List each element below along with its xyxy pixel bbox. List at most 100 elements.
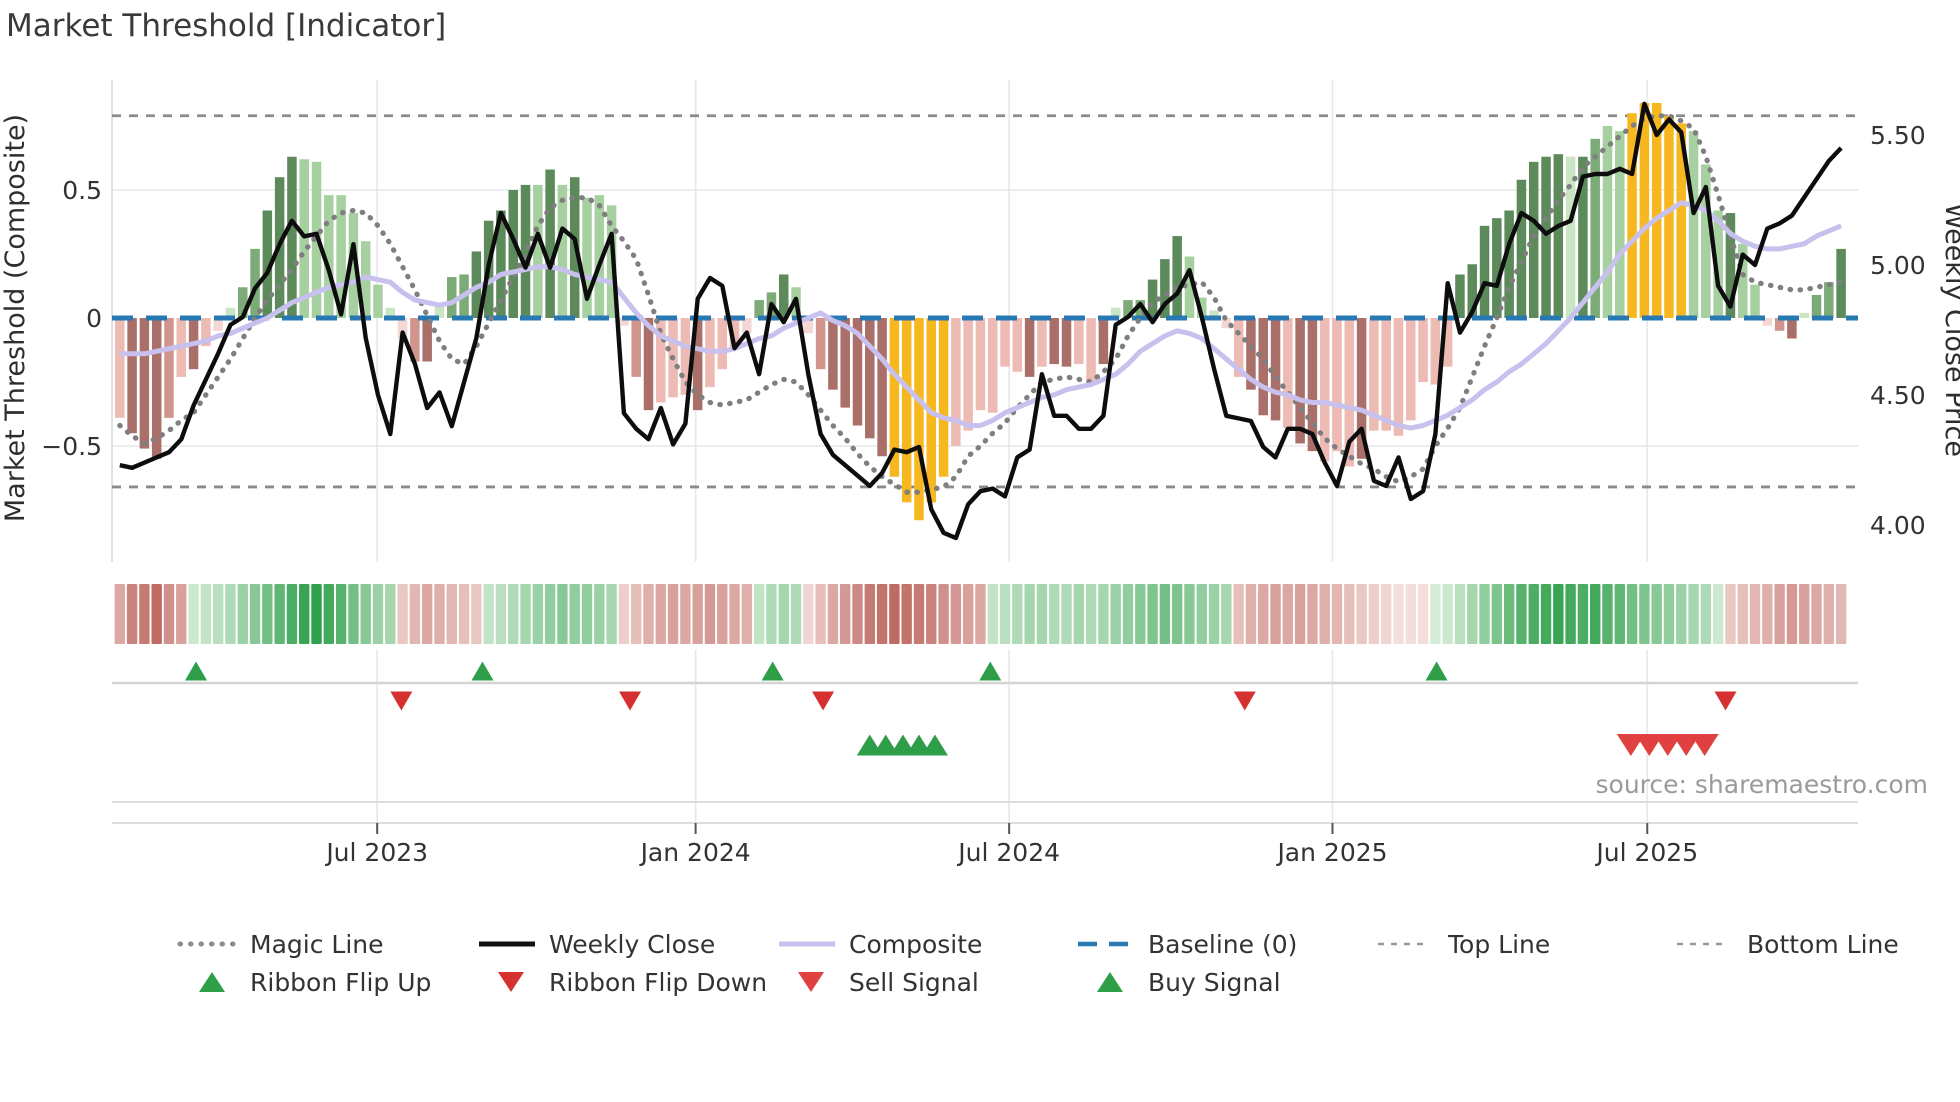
- ribbon-flip-up-marker: [979, 661, 1002, 681]
- threshold-bar: [828, 318, 838, 390]
- ribbon-cell: [790, 584, 802, 644]
- ribbon-flip-up-marker: [185, 661, 208, 681]
- threshold-bar: [151, 318, 162, 459]
- legend-label: Ribbon Flip Down: [549, 968, 767, 997]
- ribbon-cell: [815, 584, 826, 644]
- ribbon-cell: [1135, 584, 1146, 644]
- ribbon-cell: [840, 584, 851, 644]
- threshold-bar: [1762, 318, 1773, 326]
- legend-label: Baseline (0): [1148, 930, 1297, 959]
- ribbon-cell: [938, 584, 949, 644]
- threshold-bar: [1393, 318, 1404, 436]
- ribbon-cell: [1626, 584, 1638, 644]
- threshold-bar: [1221, 318, 1232, 329]
- page-title: Market Threshold [Indicator]: [6, 8, 446, 44]
- threshold-bar: [1258, 318, 1268, 416]
- ribbon-cell: [1393, 584, 1404, 644]
- ribbon-cell: [741, 584, 753, 644]
- threshold-bar: [582, 197, 592, 318]
- threshold-bar: [1787, 318, 1797, 339]
- threshold-bar: [397, 318, 408, 339]
- ribbon-cell: [692, 584, 703, 644]
- ribbon-cell: [1233, 584, 1244, 644]
- threshold-bar: [348, 213, 359, 318]
- ribbon-cell: [950, 584, 962, 644]
- threshold-bar: [1737, 243, 1748, 318]
- ribbon-flip-down-marker: [390, 691, 413, 711]
- ribbon-cell: [827, 584, 839, 644]
- ribbon-cell: [1024, 584, 1035, 644]
- threshold-bar: [975, 318, 986, 411]
- ribbon-flip-down-marker: [619, 691, 642, 711]
- ribbon-cell: [483, 584, 494, 644]
- threshold-bar: [1233, 318, 1244, 377]
- threshold-bar: [250, 248, 260, 318]
- threshold-bar: [1135, 300, 1146, 318]
- legend-label: Weekly Close: [549, 930, 715, 959]
- ribbon-cell: [1614, 584, 1625, 644]
- right-tick-label: 5.00: [1870, 251, 1926, 280]
- threshold-bar: [1442, 318, 1453, 367]
- threshold-bar: [127, 318, 137, 434]
- threshold-bar: [1000, 318, 1010, 367]
- ribbon-cell: [1700, 584, 1712, 644]
- threshold-bar: [1307, 318, 1318, 452]
- ribbon-cell: [557, 584, 568, 644]
- sell-signal-marker: [1635, 734, 1664, 756]
- threshold-bar: [889, 318, 900, 477]
- threshold-bar: [373, 284, 383, 318]
- threshold-bar: [1184, 256, 1195, 318]
- legend: Magic Line Weekly Close Composite Baseline …: [177, 930, 1899, 997]
- threshold-bar: [1098, 318, 1109, 365]
- threshold-bar: [1110, 307, 1121, 318]
- sell-signal-marker: [1672, 734, 1701, 756]
- threshold-bar: [1688, 131, 1699, 318]
- ribbon-cell: [1786, 584, 1798, 644]
- ribbon-cell: [1282, 584, 1294, 644]
- ribbon-cell: [1085, 584, 1097, 644]
- threshold-bar: [385, 307, 396, 318]
- threshold-bar: [1467, 264, 1477, 318]
- x-tick-label: Jul 2023: [324, 838, 428, 867]
- ribbon-cell: [508, 584, 519, 644]
- ribbon-cell: [1503, 584, 1515, 644]
- threshold-bar: [1651, 102, 1662, 319]
- composite-line: [119, 200, 1843, 431]
- ribbon-cell: [237, 584, 248, 644]
- threshold-bar: [778, 274, 789, 318]
- ribbon-cell: [1835, 584, 1847, 644]
- top-bottom-lines: [112, 114, 1858, 489]
- threshold-bar: [1725, 213, 1736, 318]
- threshold-bar: [680, 318, 691, 395]
- ribbon-cell: [852, 584, 863, 644]
- threshold-bar: [1811, 294, 1822, 318]
- right-tick-label: 4.50: [1870, 381, 1926, 410]
- ribbon-cell: [1774, 584, 1785, 644]
- threshold-bar: [434, 305, 445, 318]
- ribbon-cell: [1270, 584, 1281, 644]
- threshold-bar: [1590, 138, 1600, 318]
- threshold-bar: [717, 318, 728, 370]
- ribbon-cell: [458, 584, 470, 644]
- threshold-bar: [1319, 318, 1330, 462]
- ribbon-cell: [1110, 584, 1121, 644]
- ribbon-cell: [1688, 584, 1699, 644]
- ribbon-cell: [200, 584, 212, 644]
- ribbon-cell: [1184, 584, 1195, 644]
- ribbon-cell: [1565, 584, 1576, 644]
- threshold-bar: [987, 318, 998, 413]
- ribbon-cell: [753, 584, 765, 644]
- ribbon-cell: [126, 584, 138, 644]
- threshold-bar: [1516, 179, 1527, 318]
- threshold-bar: [1172, 236, 1182, 318]
- threshold-bar: [754, 300, 764, 318]
- ribbon-cell: [704, 584, 716, 644]
- ribbon-cell: [864, 584, 875, 644]
- ribbon-cell: [446, 584, 457, 644]
- threshold-bar: [1639, 102, 1650, 319]
- ribbon-cell: [1590, 584, 1601, 644]
- threshold-bar: [815, 318, 826, 370]
- ribbon-cell: [926, 584, 937, 644]
- threshold-bar: [1012, 318, 1023, 372]
- threshold-bar: [201, 318, 211, 347]
